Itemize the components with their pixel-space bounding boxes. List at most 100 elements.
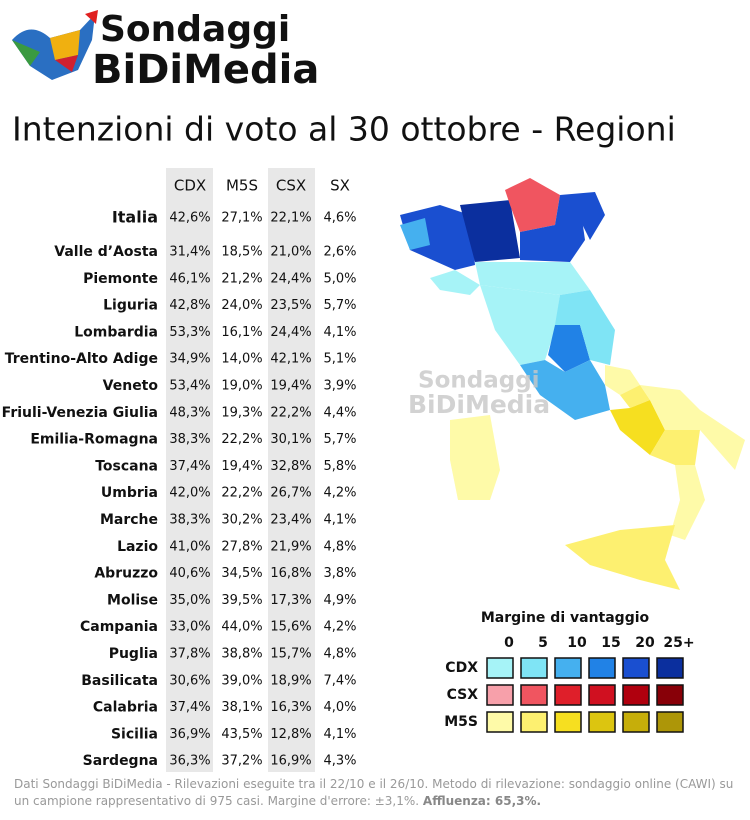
cell: 42,8%: [169, 298, 210, 313]
legend-swatch: [656, 711, 684, 733]
region-name: Marche: [100, 512, 158, 528]
cell: 42,1%: [270, 352, 311, 367]
cell: 4,1%: [323, 513, 356, 528]
cell: 16,9%: [270, 754, 311, 769]
legend-swatch: [588, 657, 616, 679]
footer: Dati Sondaggi BiDiMedia - Rilevazioni es…: [14, 776, 734, 810]
watermark: Sondaggi: [418, 368, 540, 394]
cell: 31,4%: [169, 245, 210, 260]
cell: 35,0%: [169, 593, 210, 608]
cell: 36,9%: [169, 727, 210, 742]
legend-step: 0: [504, 635, 514, 651]
cell: 34,9%: [169, 352, 210, 367]
legend-swatch: [554, 711, 582, 733]
cell: 37,4%: [169, 700, 210, 715]
cell: 32,8%: [270, 459, 311, 474]
column-header: CSX: [276, 177, 306, 195]
cell: 26,7%: [270, 486, 311, 501]
cell: 19,4%: [270, 379, 311, 394]
cell: 22,2%: [221, 486, 262, 501]
legend-swatch: [656, 684, 684, 706]
legend-swatch: [656, 657, 684, 679]
region-name: Basilicata: [81, 673, 158, 689]
cell: 19,0%: [221, 379, 262, 394]
title: Intenzioni di voto al 30 ottobre - Regio…: [12, 110, 676, 149]
legend-swatch: [588, 684, 616, 706]
legend-step: 5: [538, 635, 548, 651]
cell: 43,5%: [221, 727, 262, 742]
region-name: Calabria: [93, 700, 158, 716]
legend-swatch: [520, 684, 548, 706]
footer-bold: Affluenza: 65,3%.: [422, 794, 542, 808]
cell: 34,5%: [221, 566, 262, 581]
region-name: Lombardia: [74, 324, 158, 340]
cell: 5,7%: [323, 298, 356, 313]
region-name: Friuli-Venezia Giulia: [2, 405, 158, 421]
legend-swatch: [486, 657, 514, 679]
cell: 5,0%: [323, 271, 356, 286]
cell: 19,4%: [221, 459, 262, 474]
cell: 4,8%: [323, 647, 356, 662]
legend-swatch: [520, 711, 548, 733]
cell: 53,4%: [169, 379, 210, 394]
cell: 7,4%: [323, 673, 356, 688]
legend-label: CSX: [447, 687, 479, 703]
cell: 4,1%: [323, 727, 356, 742]
logo-icon: [12, 10, 98, 80]
cell: 4,3%: [323, 754, 356, 769]
cell: 2,6%: [323, 245, 356, 260]
cell: 27,1%: [221, 211, 262, 226]
watermark: BiDiMedia: [408, 390, 550, 419]
legend-step: 10: [567, 635, 587, 651]
legend-swatch: [622, 684, 650, 706]
cell: 30,2%: [221, 513, 262, 528]
cell: 4,6%: [323, 211, 356, 226]
legend-swatch: [554, 657, 582, 679]
cell: 42,6%: [169, 211, 210, 226]
map: [400, 178, 745, 590]
cell: 39,5%: [221, 593, 262, 608]
region-name: Umbria: [101, 485, 158, 501]
cell: 4,1%: [323, 325, 356, 340]
cell: 38,1%: [221, 700, 262, 715]
cell: 30,6%: [169, 673, 210, 688]
cell: 15,6%: [270, 620, 311, 635]
legend-label: CDX: [445, 660, 478, 676]
column-header: SX: [330, 177, 350, 195]
legend-swatch: [520, 657, 548, 679]
region-name: Veneto: [103, 378, 159, 394]
cell: 41,0%: [169, 539, 210, 554]
cell: 27,8%: [221, 539, 262, 554]
region-name: Sardegna: [83, 753, 158, 769]
cell: 18,9%: [270, 673, 311, 688]
cell: 19,3%: [221, 405, 262, 420]
cell: 37,4%: [169, 459, 210, 474]
cell: 4,2%: [323, 486, 356, 501]
legend-swatch: [486, 711, 514, 733]
cell: 39,0%: [221, 673, 262, 688]
cell: 36,3%: [169, 754, 210, 769]
column-header: M5S: [226, 177, 258, 195]
cell: 38,3%: [169, 432, 210, 447]
cell: 4,0%: [323, 700, 356, 715]
cell: 33,0%: [169, 620, 210, 635]
cell: 17,3%: [270, 593, 311, 608]
cell: 22,1%: [270, 211, 311, 226]
cell: 3,8%: [323, 566, 356, 581]
cell: 24,4%: [270, 325, 311, 340]
cell: 5,8%: [323, 459, 356, 474]
cell: 38,8%: [221, 647, 262, 662]
legend-swatch: [554, 684, 582, 706]
region-name: Piemonte: [83, 271, 158, 287]
cell: 23,4%: [270, 513, 311, 528]
cell: 5,1%: [323, 352, 356, 367]
region-name: Campania: [80, 619, 158, 635]
legend-swatch: [486, 684, 514, 706]
cell: 22,2%: [221, 432, 262, 447]
cell: 42,0%: [169, 486, 210, 501]
legend-step: 15: [601, 635, 620, 651]
cell: 21,9%: [270, 539, 311, 554]
cell: 38,3%: [169, 513, 210, 528]
cell: 3,9%: [323, 379, 356, 394]
